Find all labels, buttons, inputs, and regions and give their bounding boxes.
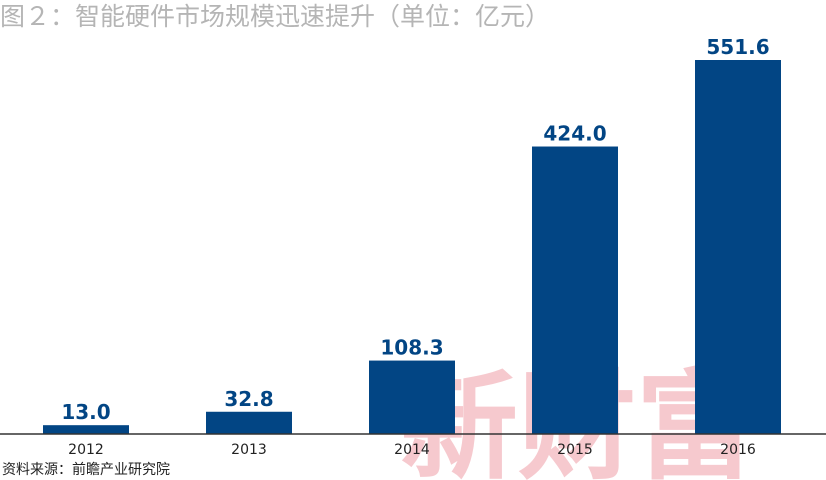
value-label-2012: 13.0 xyxy=(61,400,110,424)
x-tick-label-2013: 2013 xyxy=(231,442,267,458)
bar-2012 xyxy=(43,425,129,434)
x-tick-label-2012: 2012 xyxy=(68,442,104,458)
value-label-2015: 424.0 xyxy=(543,122,606,146)
source-note: 资料来源：前瞻产业研究院 xyxy=(2,462,170,478)
x-tick-label-2015: 2015 xyxy=(557,442,593,458)
bar-2014 xyxy=(369,360,455,434)
x-tick-labels-group: 2012 2013 2014 2015 2016 xyxy=(68,442,756,458)
value-labels-group: 13.0 32.8 108.3 424.0 551.6 xyxy=(61,35,769,424)
x-tick-label-2016: 2016 xyxy=(720,442,756,458)
bar-2016 xyxy=(695,60,781,434)
value-label-2013: 32.8 xyxy=(224,387,273,411)
bar-2013 xyxy=(206,411,292,434)
value-label-2014: 108.3 xyxy=(380,336,443,360)
x-tick-label-2014: 2014 xyxy=(394,442,430,458)
value-label-2016: 551.6 xyxy=(706,35,769,59)
bar-2015 xyxy=(532,146,618,435)
chart-title: 图２：智能硬件市场规模迅速提升（单位：亿元） xyxy=(0,2,551,31)
bars-group xyxy=(43,60,781,435)
